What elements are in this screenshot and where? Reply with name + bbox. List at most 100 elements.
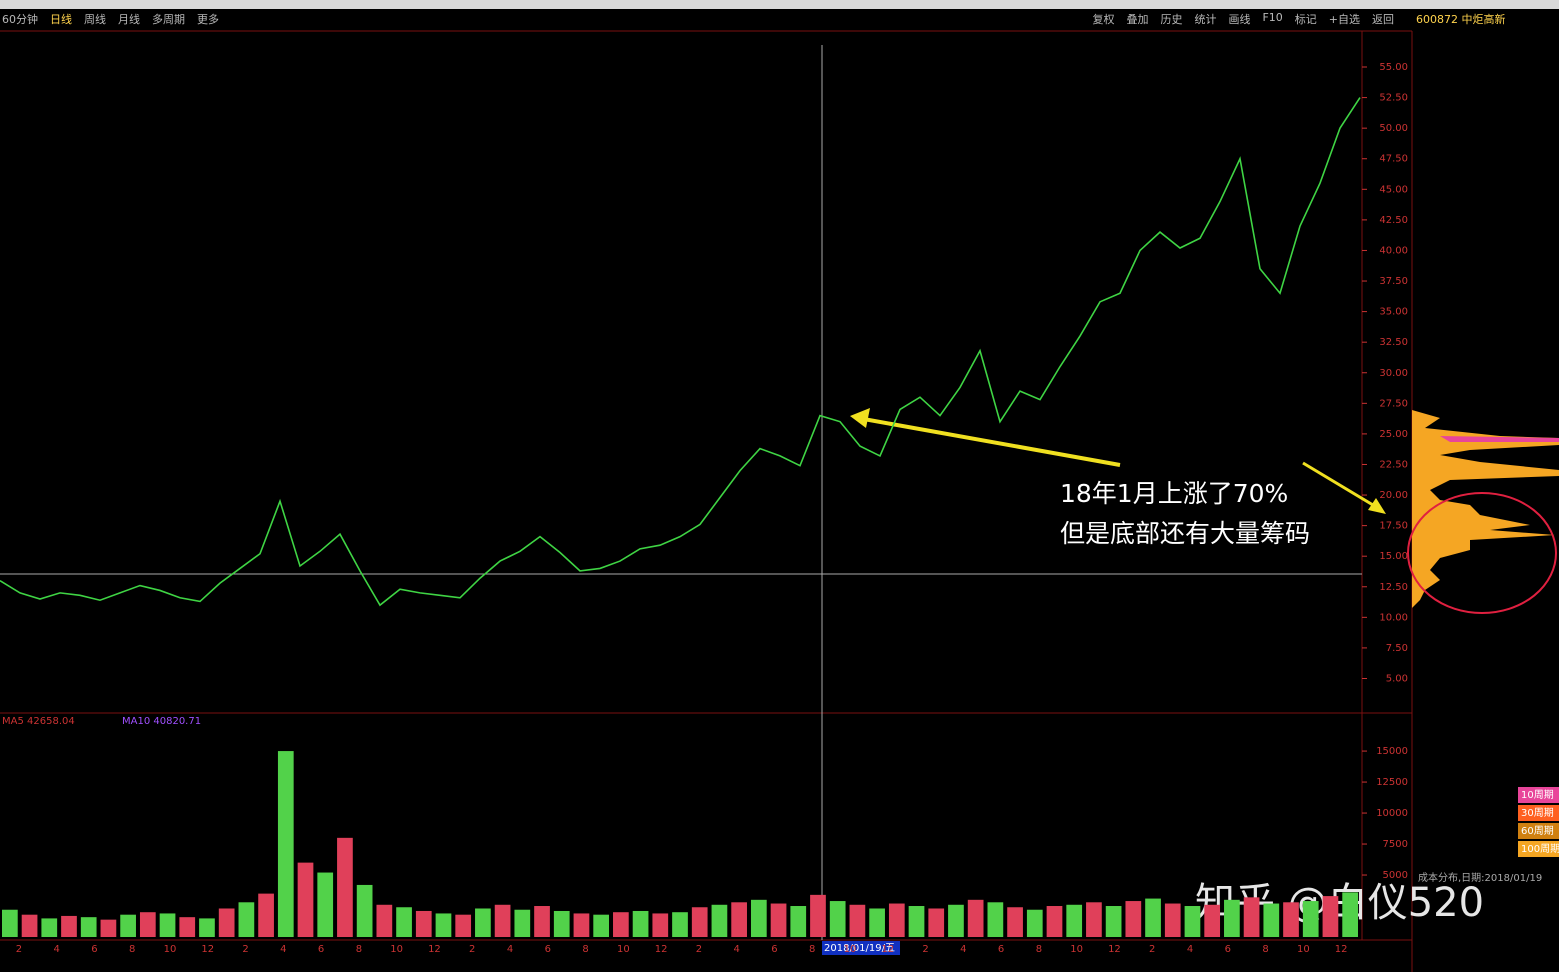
arrow-head [1368, 498, 1386, 514]
x-tick-label: 6 [771, 944, 777, 955]
volume-bar [376, 904, 393, 937]
volume-bar [1164, 903, 1181, 937]
toolbar-button[interactable]: 标记 [1294, 13, 1317, 26]
x-tick-label: 12 [881, 944, 894, 955]
volume-bar [455, 914, 472, 937]
volume-bar [1224, 899, 1240, 937]
volume-bar [199, 918, 215, 937]
volume-bar [869, 908, 885, 937]
volume-bar [711, 904, 728, 937]
toolbar-button[interactable]: F10 [1262, 11, 1283, 24]
volume-bar [632, 910, 649, 937]
toolbar-button[interactable]: 更多 [197, 13, 219, 26]
toolbar-button[interactable]: 周线 [84, 13, 106, 26]
volume-bar [120, 914, 136, 937]
toolbar-button[interactable]: 多周期 [152, 13, 185, 26]
toolbar-button[interactable]: 返回 [1372, 13, 1394, 26]
volume-bar [1026, 909, 1043, 937]
volume-legend: MA10 40820.71 [122, 716, 201, 727]
volume-bar [652, 913, 669, 937]
volume-bar [1184, 906, 1201, 937]
volume-bar [179, 917, 196, 937]
y-tick-label: 10.00 [1379, 612, 1408, 623]
volume-bar [928, 908, 945, 937]
annotation: 18年1月上涨了70% [1060, 479, 1288, 508]
volume-bar [1283, 902, 1299, 937]
y-tick-label: 50.00 [1379, 123, 1408, 134]
y-tick-label: 22.50 [1379, 459, 1408, 470]
toolbar-button[interactable]: 复权 [1092, 13, 1115, 26]
volume-bar [790, 906, 807, 937]
volume-bar [21, 914, 38, 937]
volume-bar [1145, 898, 1161, 937]
volume-bar [80, 917, 97, 937]
chip-legend-swatch [1518, 805, 1559, 821]
volume-bar [218, 908, 235, 937]
toolbar-button[interactable]: 月线 [118, 13, 140, 26]
chip-legend-swatch [1518, 841, 1559, 857]
y-tick-label: 17.50 [1379, 521, 1408, 532]
volume-bar [159, 913, 176, 937]
y-tick-label: 45.00 [1379, 184, 1408, 195]
cursor-date: 2018/01/19/五 [824, 943, 895, 954]
title-bar [0, 0, 1559, 9]
y-tick-label: 7.50 [1386, 643, 1408, 654]
volume-bar [41, 918, 58, 937]
y-tick-label: 30.00 [1379, 368, 1408, 379]
x-tick-label: 10 [1070, 944, 1083, 955]
volume-bar [987, 902, 1004, 937]
toolbar-button[interactable]: 60分钟 [2, 13, 38, 26]
chip-legend-label: 10周期 [1521, 789, 1554, 801]
y-tick-label: 42.50 [1379, 215, 1408, 226]
volume-bar [1066, 904, 1083, 937]
volume-bar [514, 909, 531, 937]
x-tick-label: 8 [582, 944, 588, 955]
toolbar-button[interactable]: 叠加 [1126, 13, 1149, 26]
x-tick-label: 8 [1262, 944, 1268, 955]
y-tick-label: 15.00 [1379, 551, 1408, 562]
cursor-date-box [822, 941, 900, 955]
highlight-ellipse [1407, 492, 1557, 614]
x-tick-label: 2 [922, 944, 928, 955]
volume-bar [100, 919, 117, 937]
y-tick-label: 55.00 [1379, 62, 1408, 73]
volume-bar [258, 893, 274, 937]
chip-title: 成本分布,日期:2018/01/19 [1418, 871, 1542, 884]
volume-bar [297, 862, 314, 937]
volume-bar [888, 903, 905, 937]
toolbar-button[interactable]: 画线 [1228, 13, 1251, 26]
x-tick-label: 10 [1297, 944, 1310, 955]
toolbar-button[interactable]: 统计 [1194, 13, 1217, 26]
chip-legend-label: 60周期 [1521, 825, 1554, 837]
x-tick-label: 8 [809, 944, 815, 955]
x-tick-label: 10 [164, 944, 177, 955]
volume-bar [967, 899, 984, 937]
volume-bar [396, 907, 412, 937]
y-tick-label: 7500 [1383, 839, 1408, 850]
volume-bar [849, 904, 866, 937]
chip-legend-swatch [1518, 787, 1559, 803]
y-tick-label: 25.00 [1379, 429, 1408, 440]
volume-bar [1204, 904, 1221, 937]
y-tick-label: 20.00 [1379, 490, 1408, 501]
x-tick-label: 12 [655, 944, 668, 955]
volume-bar [810, 894, 826, 937]
x-tick-label: 12 [201, 944, 214, 955]
y-tick-label: 32.50 [1379, 337, 1408, 348]
toolbar-button[interactable]: +自选 [1328, 13, 1360, 26]
volume-bar [1105, 906, 1122, 937]
stock-name: 600872 中炬高新 [1416, 13, 1506, 26]
x-tick-label: 12 [1335, 944, 1348, 955]
x-tick-label: 6 [91, 944, 97, 955]
toolbar-button[interactable]: 日线 [50, 13, 72, 26]
x-tick-label: 10 [844, 944, 857, 955]
volume-bar [1263, 903, 1280, 937]
arrow-head [850, 408, 870, 428]
volume-bar [573, 913, 590, 937]
toolbar-button[interactable]: 历史 [1160, 13, 1183, 26]
y-tick-label: 37.50 [1379, 276, 1408, 287]
volume-legend: MA5 42658.04 [2, 716, 75, 727]
period-toolbar: 60分钟 日线 周线 月线 多周期 更多 [2, 11, 219, 29]
volume-bar [277, 751, 294, 937]
volume-bar [435, 913, 452, 937]
